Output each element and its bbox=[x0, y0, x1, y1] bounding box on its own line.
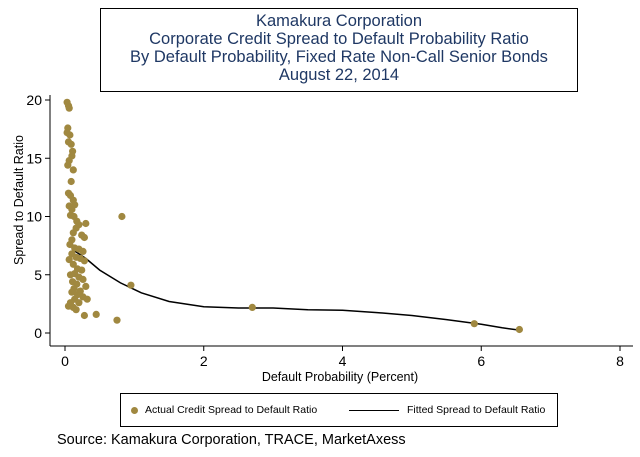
chart-axes: 0 2 4 6 8 0 5 10 15 20 bbox=[26, 92, 633, 369]
scatter-point bbox=[65, 256, 73, 264]
scatter-point bbox=[65, 104, 73, 112]
chart-legend: Actual Credit Spread to Default Ratio Fi… bbox=[120, 393, 558, 427]
y-tick-label: 15 bbox=[26, 150, 42, 166]
y-axis-label: Spread to Default Ratio bbox=[12, 135, 26, 265]
scatter-point bbox=[69, 260, 77, 268]
scatter-point bbox=[79, 247, 87, 255]
scatter-point bbox=[75, 299, 83, 307]
legend-label-actual: Actual Credit Spread to Default Ratio bbox=[145, 404, 318, 416]
scatter-point bbox=[67, 140, 75, 148]
scatter-point bbox=[79, 275, 87, 283]
y-tick-label: 20 bbox=[26, 92, 42, 108]
scatter-point bbox=[78, 266, 86, 274]
scatter-point bbox=[67, 177, 75, 186]
x-tick-label: 0 bbox=[61, 353, 69, 369]
legend-marker-icon bbox=[131, 406, 138, 414]
legend-item-fitted: Fitted Spread to Default Ratio bbox=[349, 404, 545, 416]
fitted-line bbox=[71, 248, 520, 331]
x-axis-label: Default Probability (Percent) bbox=[261, 370, 419, 384]
scatter-point bbox=[72, 306, 80, 314]
scatter-point bbox=[68, 205, 76, 214]
scatter-point bbox=[515, 325, 524, 334]
scatter-point bbox=[248, 303, 256, 311]
scatter-point bbox=[82, 219, 90, 228]
legend-line-icon bbox=[349, 409, 399, 411]
chart-title-line: August 22, 2014 bbox=[278, 66, 400, 84]
chart-title-box: Kamakura Corporation Corporate Credit Sp… bbox=[100, 8, 578, 92]
y-tick-label: 0 bbox=[34, 325, 42, 341]
scatter-point bbox=[69, 166, 77, 174]
scatter-point bbox=[82, 282, 90, 290]
scatter-point bbox=[64, 161, 72, 169]
scatter-point bbox=[470, 320, 478, 328]
x-tick-label: 4 bbox=[339, 353, 347, 369]
scatter-point bbox=[83, 295, 91, 303]
scatter-point bbox=[113, 316, 121, 324]
scatter-point bbox=[69, 229, 77, 237]
chart-title-line: By Default Probability, Fixed Rate Non-C… bbox=[130, 48, 548, 66]
scatter-point bbox=[66, 271, 75, 279]
plot-area bbox=[50, 95, 633, 347]
chart-marks bbox=[63, 98, 524, 334]
chart-title-line: Corporate Credit Spread to Default Proba… bbox=[149, 30, 529, 48]
scatter-point bbox=[80, 233, 88, 242]
x-tick-label: 6 bbox=[477, 353, 485, 369]
legend-item-actual: Actual Credit Spread to Default Ratio bbox=[131, 404, 317, 416]
scatter-point bbox=[80, 257, 88, 265]
y-tick-label: 5 bbox=[34, 267, 42, 283]
source-note: Source: Kamakura Corporation, TRACE, Mar… bbox=[57, 432, 406, 448]
y-tick-label: 10 bbox=[26, 209, 42, 225]
legend-label-fitted: Fitted Spread to Default Ratio bbox=[407, 404, 546, 416]
scatter-point bbox=[92, 310, 100, 318]
chart-title-line: Kamakura Corporation bbox=[256, 12, 422, 30]
scatter-point bbox=[118, 212, 126, 221]
x-tick-label: 2 bbox=[200, 353, 208, 369]
x-tick-label: 8 bbox=[616, 353, 624, 369]
scatter-point bbox=[66, 131, 74, 139]
scatter-point bbox=[68, 288, 76, 296]
scatter-point bbox=[80, 311, 88, 320]
scatter-point bbox=[127, 281, 135, 289]
